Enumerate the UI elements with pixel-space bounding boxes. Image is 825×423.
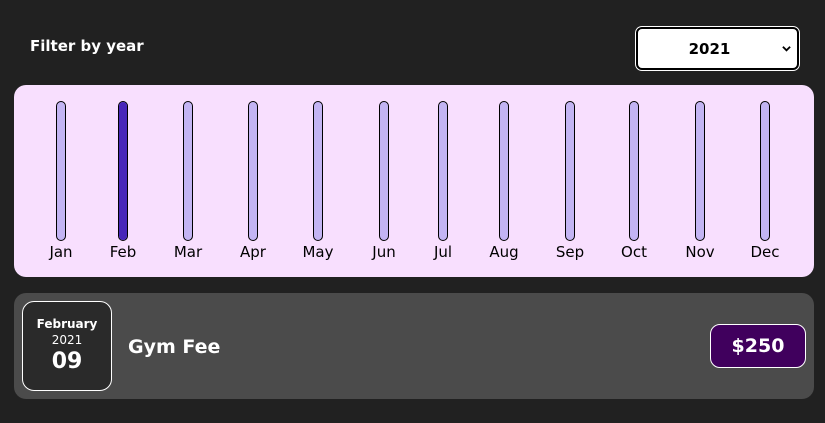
expense-title: Gym Fee: [128, 336, 221, 358]
chart-bar-fill: [119, 102, 127, 240]
chart-bar-apr: Apr: [222, 85, 282, 277]
chart-bar-label: Dec: [750, 243, 780, 261]
chart-bar-nov: Nov: [669, 85, 729, 277]
expense-price: $250: [710, 324, 806, 368]
year-select[interactable]: 2021: [636, 27, 799, 70]
filter-label: Filter by year: [30, 37, 144, 55]
chart-bar-label: Aug: [489, 243, 519, 261]
chart-bar-track: [248, 101, 258, 241]
chart-bar-label: Sep: [555, 243, 585, 261]
chart-bar-aug: Aug: [473, 85, 533, 277]
chart-bar-track: [183, 101, 193, 241]
chart-bar-may: May: [287, 85, 347, 277]
chart-bar-track: [629, 101, 639, 241]
chart-bar-track: [313, 101, 323, 241]
chart-bar-track: [56, 101, 66, 241]
chart-bar-feb: Feb: [92, 85, 152, 277]
expense-date: February 2021 09: [22, 301, 112, 391]
expense-date-month: February: [36, 317, 98, 331]
chart-bar-label: May: [302, 243, 334, 261]
expense-date-year: 2021: [51, 333, 83, 347]
expense-date-day: 09: [51, 349, 83, 374]
chart-bar-label: Nov: [685, 243, 715, 261]
expense-chart: Jan Feb Mar Apr May Jun Jul Aug Sep Oct Nov Dec: [14, 85, 814, 277]
chart-bar-mar: Mar: [157, 85, 217, 277]
chart-bar-label: Apr: [240, 243, 266, 261]
chart-bar-label: Jul: [433, 243, 453, 261]
chart-bar-jan: Jan: [30, 85, 90, 277]
chevron-down-icon: [782, 46, 791, 52]
chart-bar-label: Jan: [49, 243, 73, 261]
chart-bar-jul: Jul: [412, 85, 472, 277]
chart-bar-track: [379, 101, 389, 241]
chart-bar-sep: Sep: [539, 85, 599, 277]
chart-bar-track: [565, 101, 575, 241]
chart-bar-track: [118, 101, 128, 241]
year-select-value: 2021: [688, 39, 731, 58]
chart-bar-label: Oct: [621, 243, 647, 261]
expense-filter: Filter by year 2021: [0, 0, 825, 85]
chart-bar-track: [760, 101, 770, 241]
chart-bar-track: [499, 101, 509, 241]
chart-bar-oct: Oct: [603, 85, 663, 277]
chart-bar-track: [438, 101, 448, 241]
chart-bar-track: [695, 101, 705, 241]
expense-item: February 2021 09 Gym Fee $250: [14, 293, 814, 399]
chart-bar-jun: Jun: [353, 85, 413, 277]
chart-bar-label: Mar: [173, 243, 203, 261]
chart-bar-label: Jun: [372, 243, 396, 261]
chart-bar-dec: Dec: [734, 85, 794, 277]
chart-bar-label: Feb: [109, 243, 137, 261]
